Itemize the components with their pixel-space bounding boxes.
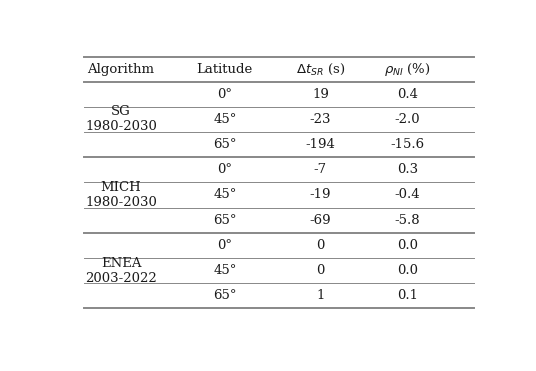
- Text: -5.8: -5.8: [395, 214, 420, 227]
- Text: Latitude: Latitude: [197, 63, 253, 76]
- Text: -2.0: -2.0: [395, 113, 420, 126]
- Text: MICH
1980-2030: MICH 1980-2030: [85, 181, 157, 209]
- Text: Algorithm: Algorithm: [87, 63, 154, 76]
- Text: -23: -23: [310, 113, 331, 126]
- Text: 45°: 45°: [213, 113, 236, 126]
- Text: 45°: 45°: [213, 188, 236, 201]
- Text: 65°: 65°: [213, 289, 236, 302]
- Text: $\it{\Delta}t_{SR}$ (s): $\it{\Delta}t_{SR}$ (s): [296, 62, 345, 77]
- Text: 0°: 0°: [218, 163, 232, 176]
- Text: 19: 19: [312, 88, 329, 101]
- Text: 1: 1: [316, 289, 325, 302]
- Text: 65°: 65°: [213, 138, 236, 151]
- Text: -194: -194: [306, 138, 336, 151]
- Text: 0.1: 0.1: [397, 289, 418, 302]
- Text: -69: -69: [310, 214, 331, 227]
- Text: 0.4: 0.4: [397, 88, 418, 101]
- Text: 0°: 0°: [218, 88, 232, 101]
- Text: -0.4: -0.4: [395, 188, 420, 201]
- Text: SG
1980-2030: SG 1980-2030: [85, 105, 157, 134]
- Text: 0.3: 0.3: [397, 163, 418, 176]
- Text: 0.0: 0.0: [397, 239, 418, 252]
- Text: 65°: 65°: [213, 214, 236, 227]
- Text: -19: -19: [310, 188, 331, 201]
- Text: 0°: 0°: [218, 239, 232, 252]
- Text: 45°: 45°: [213, 264, 236, 277]
- Text: ENEA
2003-2022: ENEA 2003-2022: [85, 256, 157, 285]
- Text: 0: 0: [316, 239, 325, 252]
- Text: $\rho_{NI}$ (%): $\rho_{NI}$ (%): [384, 61, 431, 78]
- Text: -7: -7: [314, 163, 327, 176]
- Text: -15.6: -15.6: [391, 138, 425, 151]
- Text: 0.0: 0.0: [397, 264, 418, 277]
- Text: 0: 0: [316, 264, 325, 277]
